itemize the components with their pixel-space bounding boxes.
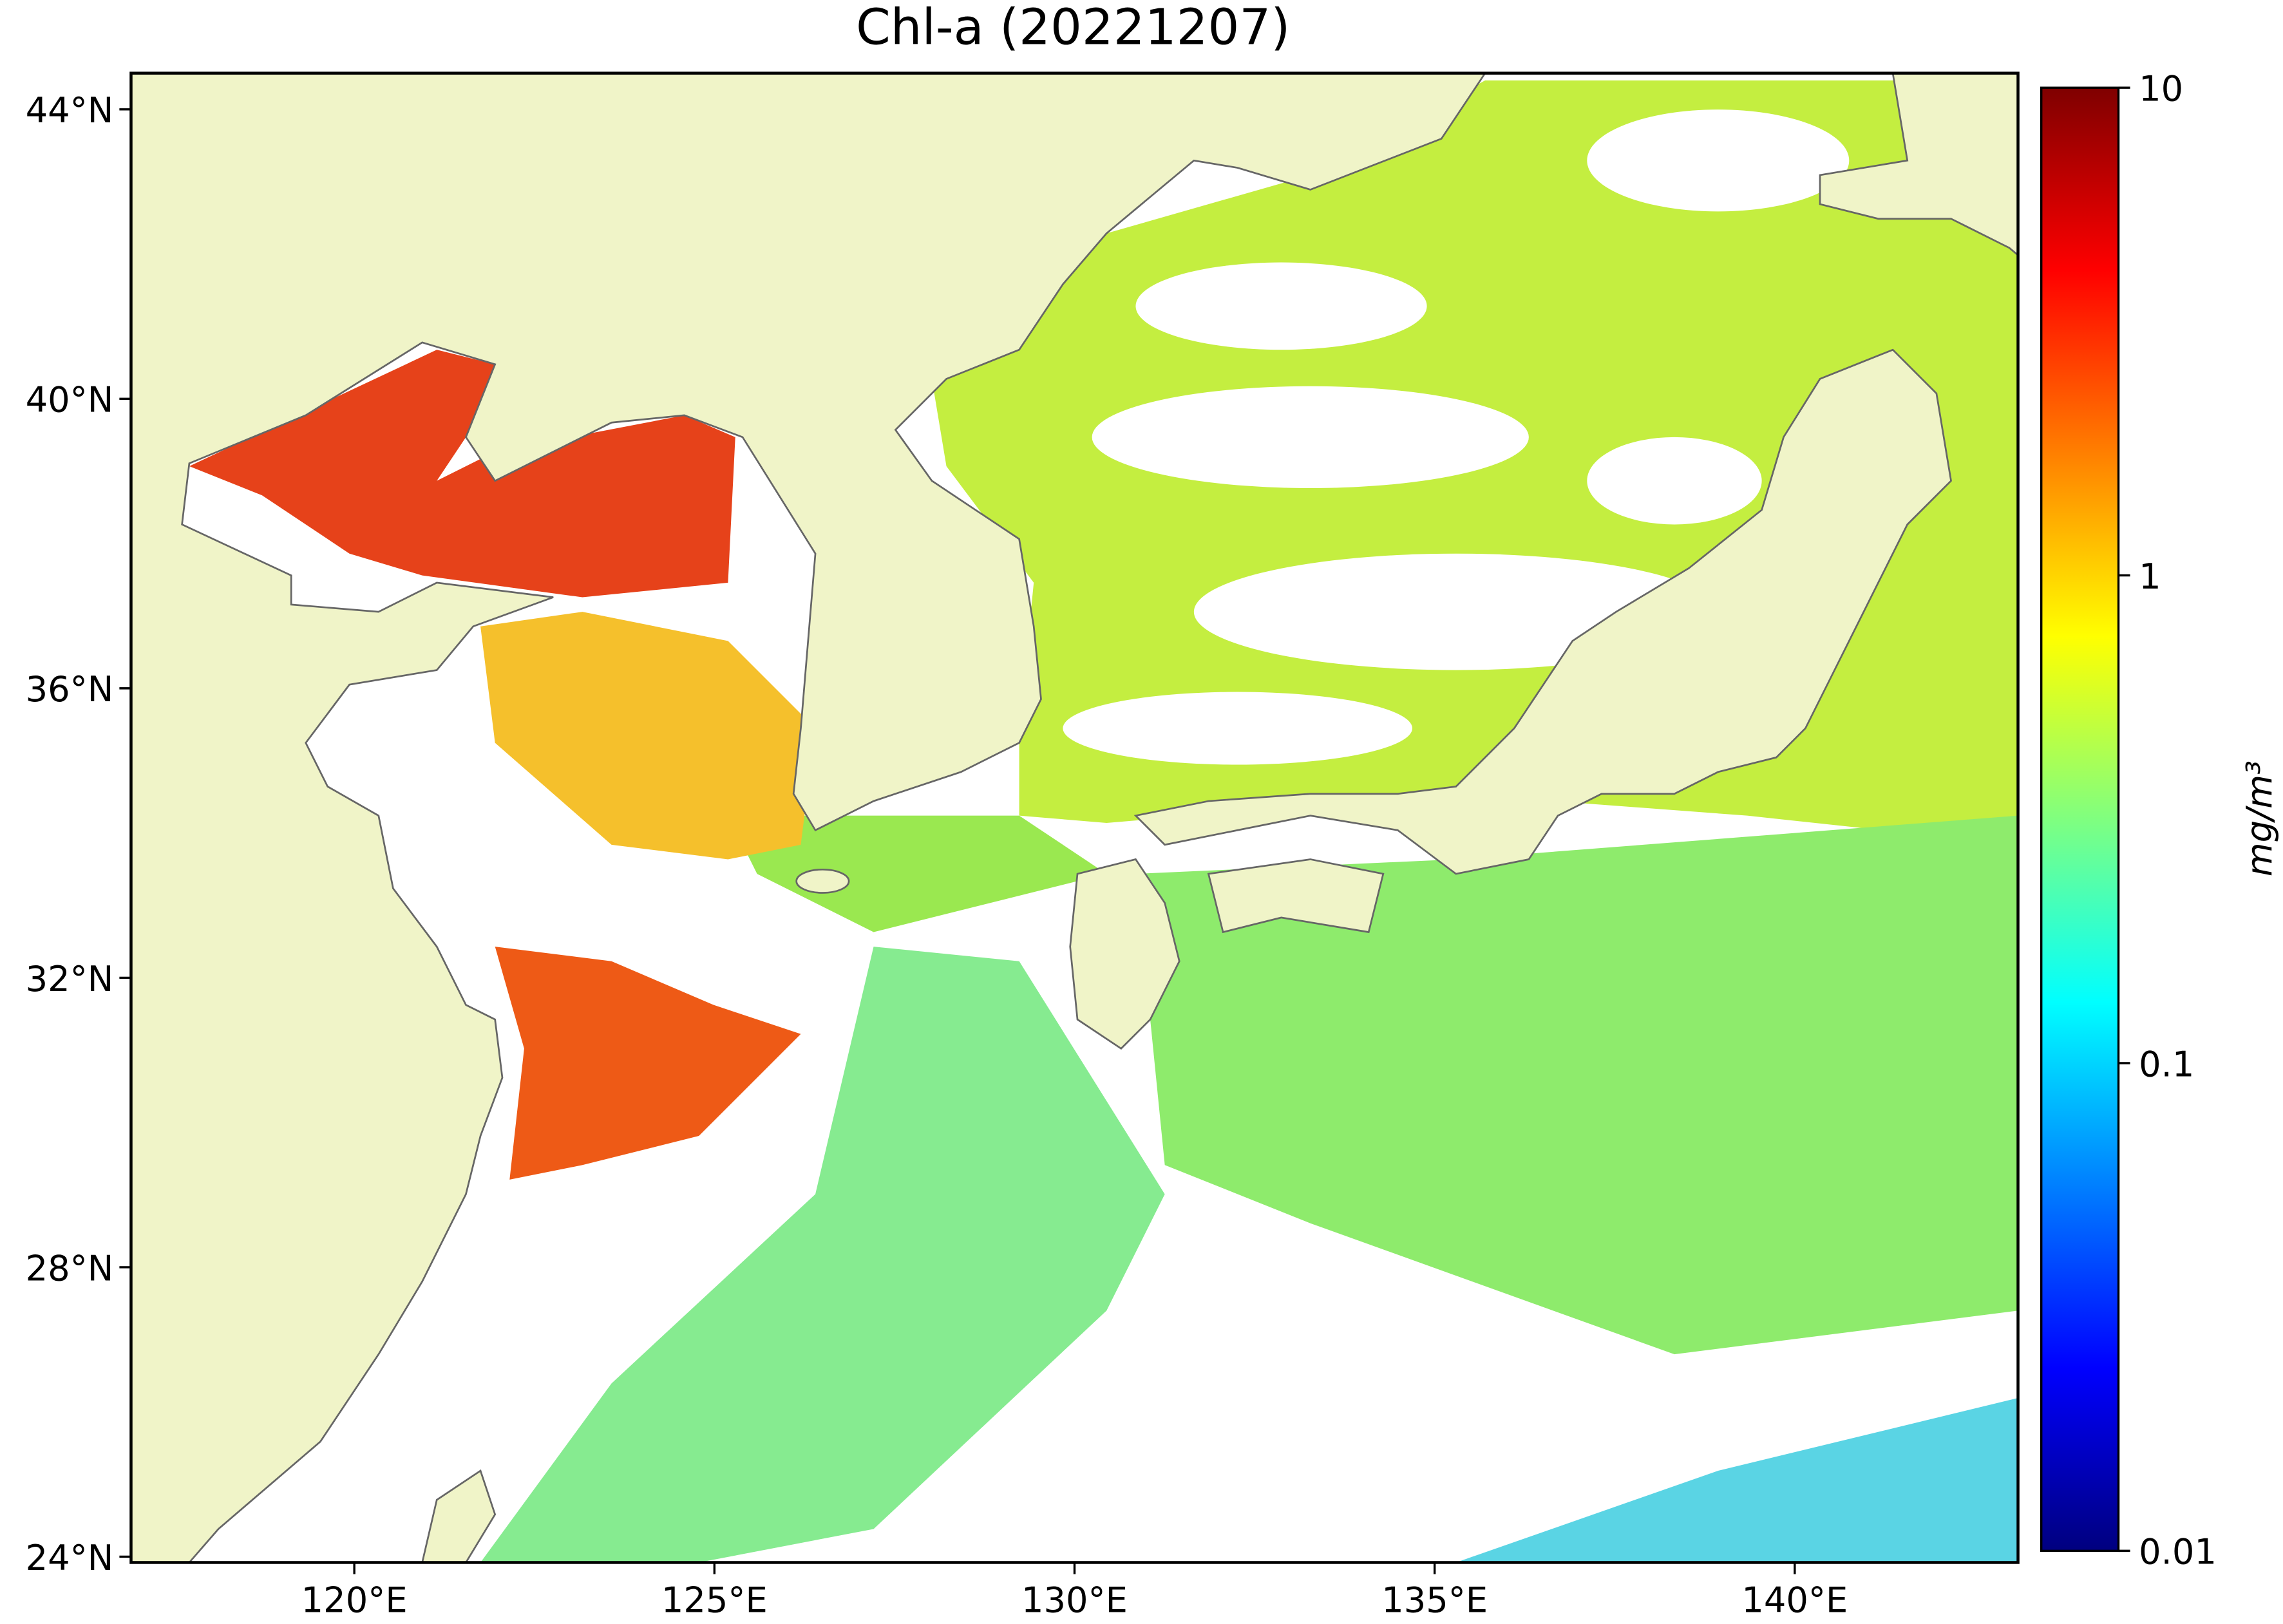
x-tick-label: 135°E	[1381, 1580, 1488, 1620]
map-area	[131, 73, 2018, 1563]
land-taiwan	[421, 1469, 497, 1563]
chl-korea-strait	[728, 815, 1107, 932]
land-honshu	[1133, 348, 1952, 875]
colorbar-tick-label: 0.1	[2139, 1044, 2194, 1084]
y-tick-label: 44°N	[26, 90, 114, 131]
chl-east-china-sea	[480, 947, 1165, 1563]
x-tick-label: 125°E	[661, 1580, 768, 1620]
land-hokkaido	[1819, 73, 2018, 256]
colorbar-tick-label: 10	[2139, 69, 2183, 109]
y-tick-label: 36°N	[26, 669, 114, 710]
chl-pacific	[1135, 815, 2018, 1355]
chl-yellow-sea	[480, 612, 816, 860]
y-tick-label: 24°N	[26, 1538, 114, 1578]
x-tick-label: 120°E	[301, 1580, 408, 1620]
y-tick-label: 40°N	[26, 380, 114, 420]
colorbar-tick-label: 1	[2139, 556, 2161, 597]
land-jeju	[795, 868, 850, 894]
land-kyushu	[1069, 858, 1180, 1050]
x-tick-label: 140°E	[1741, 1580, 1848, 1620]
chl-yangtze-plume	[495, 947, 801, 1180]
y-tick-label: 32°N	[26, 959, 114, 999]
land-continent	[131, 73, 1486, 1563]
colorbar-tick-label: 0.01	[2139, 1532, 2217, 1572]
land-shikoku	[1207, 858, 1385, 934]
colorbar	[2040, 86, 2120, 1553]
chl-subtropical	[1455, 1397, 2018, 1563]
colorbar-label: mg/m³	[2239, 760, 2280, 876]
map-title: Chl-a (20221207)	[856, 0, 1290, 56]
chl-bohai	[189, 350, 735, 598]
y-tick-label: 28°N	[26, 1248, 114, 1289]
x-tick-label: 130°E	[1021, 1580, 1128, 1620]
